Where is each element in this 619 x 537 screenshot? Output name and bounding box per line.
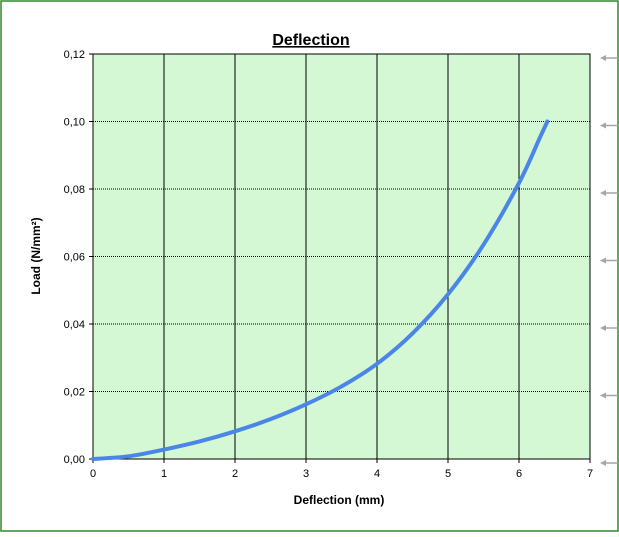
x-tick-label: 5	[445, 468, 451, 480]
legend-arrow-head	[600, 55, 606, 61]
series-line	[91, 119, 550, 461]
x-tick-label: 4	[374, 468, 380, 480]
x-axis-ticks: 0 1 2 3 4 5 6 7	[90, 459, 593, 480]
y-tick-label: 0,10	[64, 117, 85, 129]
x-tick-label: 7	[587, 468, 593, 480]
x-tick-label: 6	[516, 468, 522, 480]
gridlines	[93, 54, 590, 459]
series-group	[91, 119, 550, 461]
y-axis-ticks: 0,00 0,02 0,04 0,06 0,08 0,10 0,12	[64, 49, 93, 466]
legend-arrow-head	[600, 190, 606, 196]
y-axis-title: Load (N/mm²)	[29, 217, 43, 294]
x-tick-label: 1	[161, 468, 167, 480]
y-tick-label: 0,02	[64, 387, 85, 399]
y-tick-label: 0,08	[64, 184, 85, 196]
chart-title: Deflection	[272, 32, 349, 49]
y-tick-label: 0,06	[64, 252, 85, 264]
x-tick-label: 0	[90, 468, 96, 480]
legend-arrow-head	[600, 392, 606, 399]
y-tick-label: 0,04	[64, 319, 85, 331]
x-axis-title: Deflection (mm)	[294, 493, 385, 507]
y-tick-label: 0,00	[64, 454, 85, 466]
legend-arrow-head	[600, 460, 606, 466]
legend	[600, 55, 618, 466]
legend-arrow-head	[600, 257, 606, 264]
legend-arrow-head	[600, 325, 606, 331]
x-tick-label: 2	[232, 468, 238, 480]
legend-arrow-head	[600, 122, 606, 129]
x-tick-label: 3	[303, 468, 309, 480]
y-tick-label: 0,12	[64, 49, 85, 61]
